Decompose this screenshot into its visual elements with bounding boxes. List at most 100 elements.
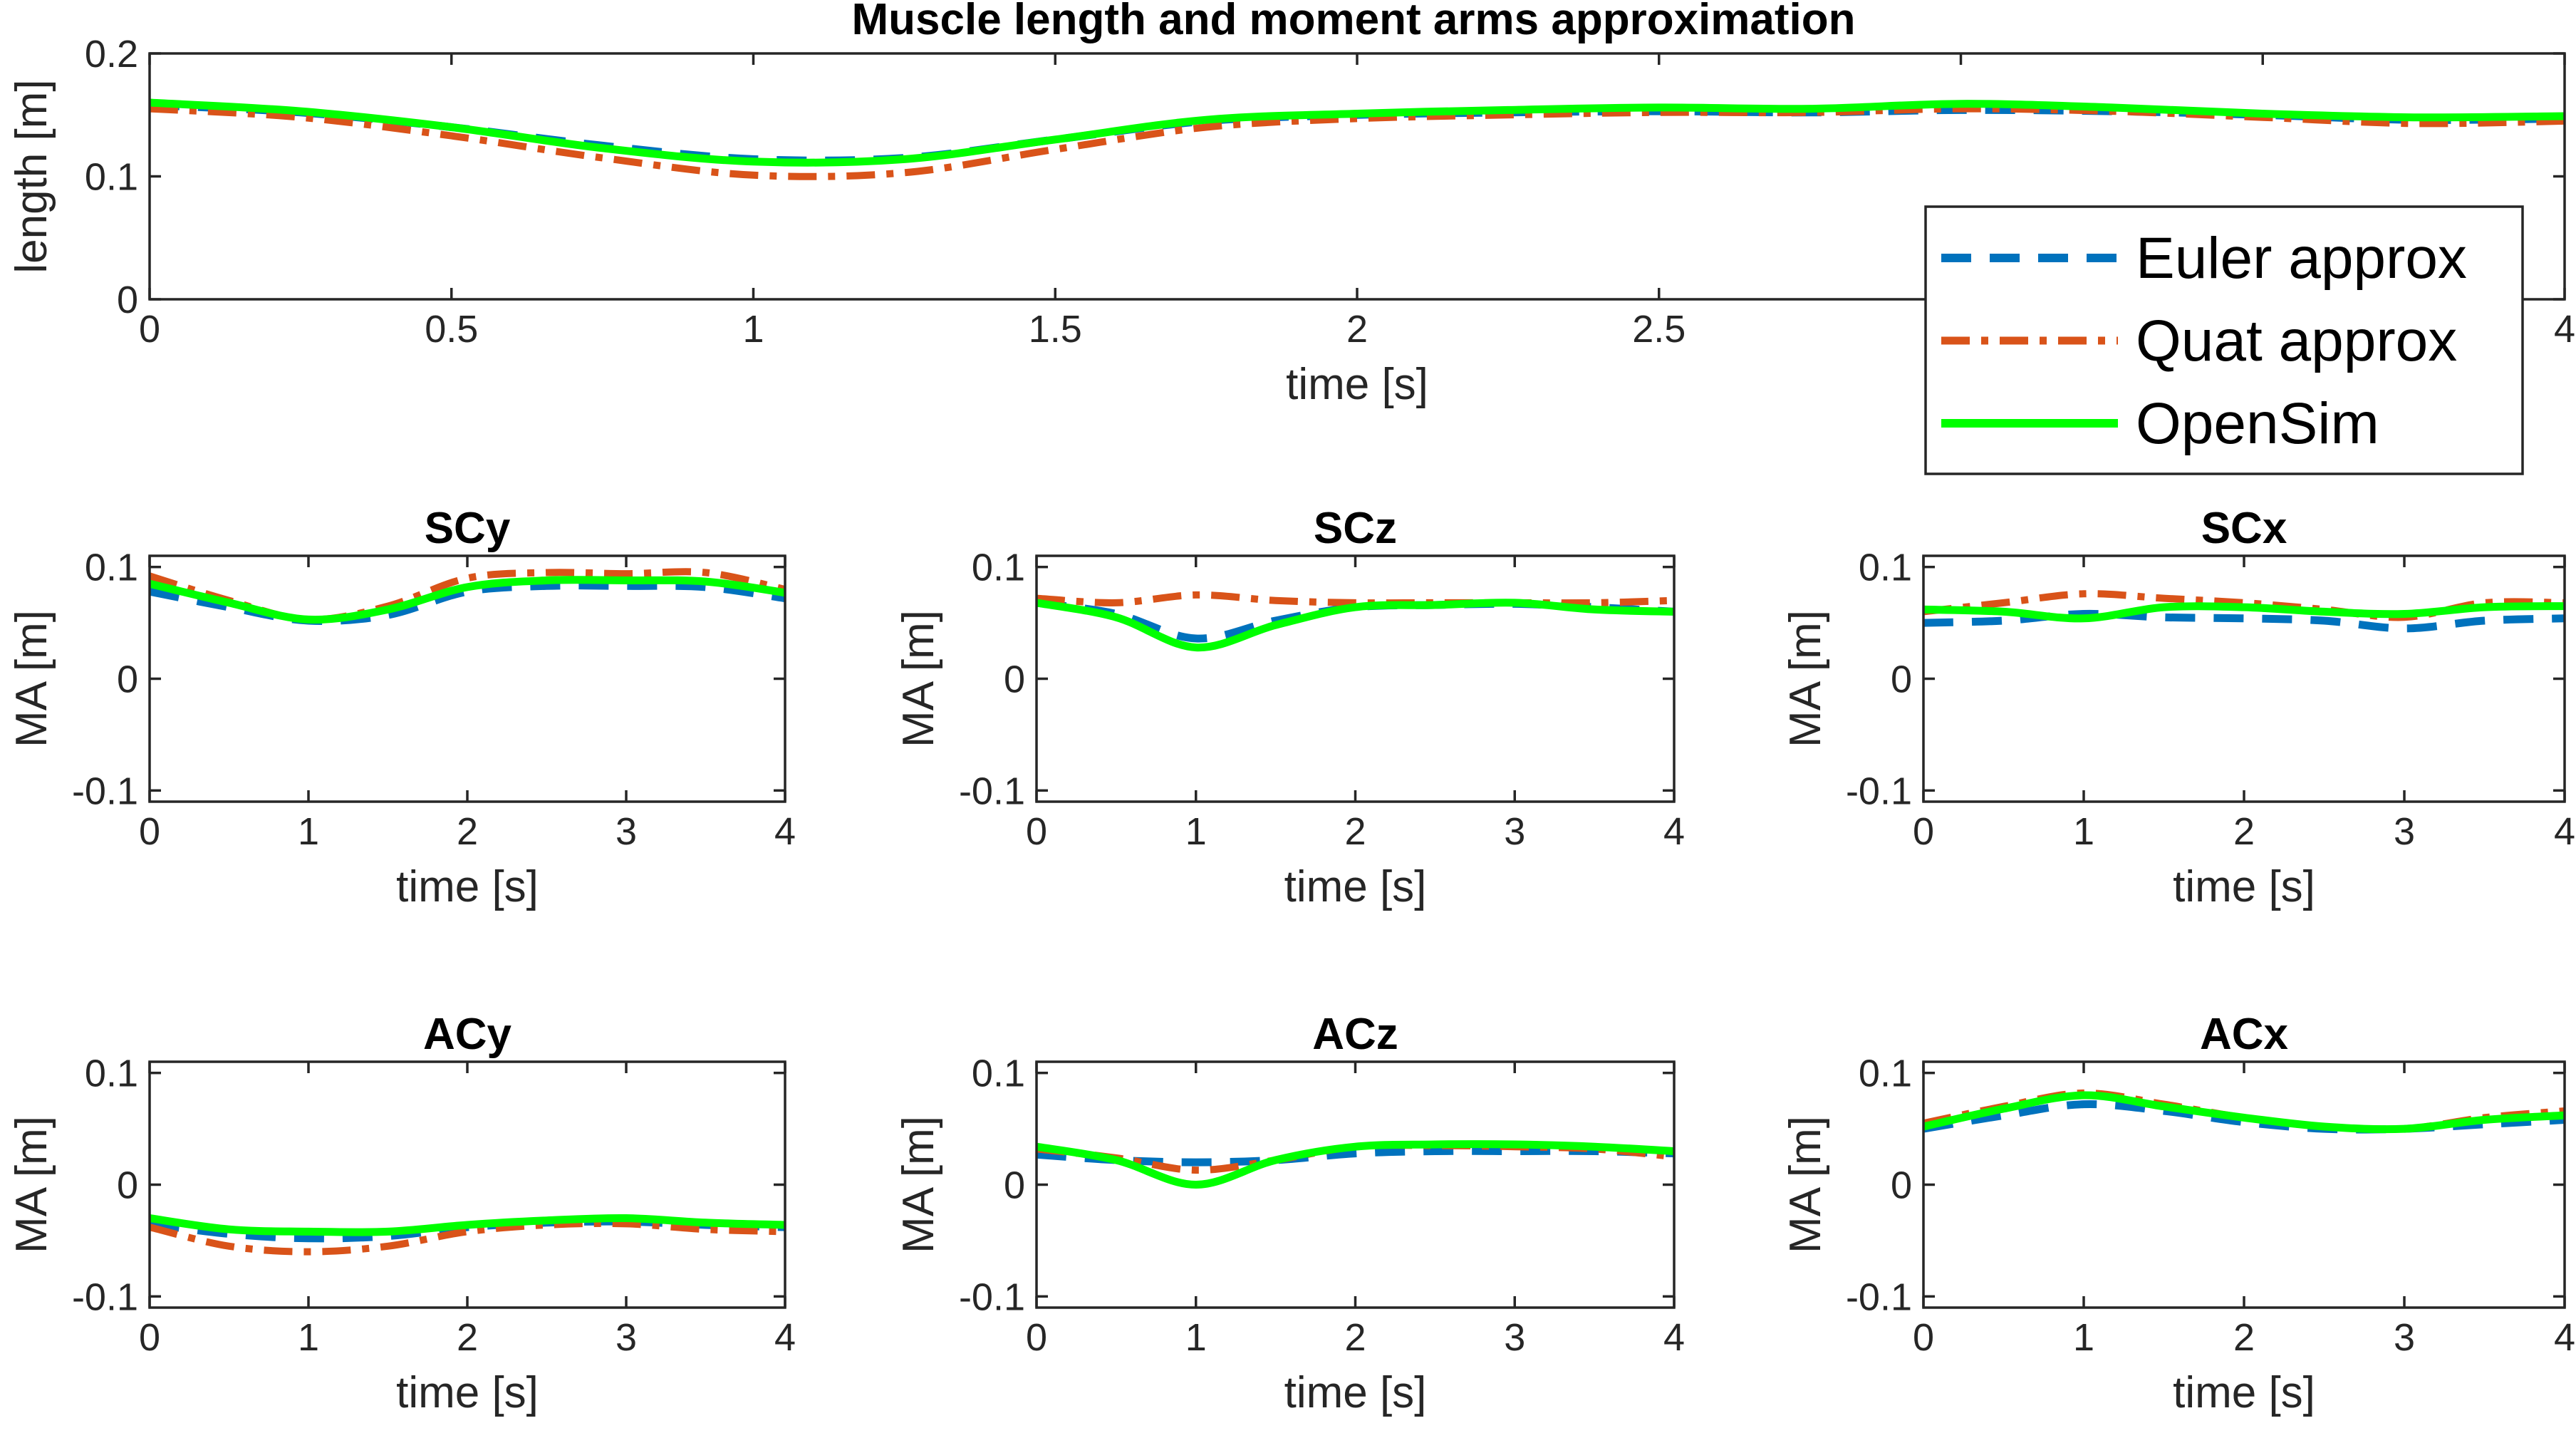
x-tick-label: 1: [2073, 1316, 2094, 1359]
x-tick-label: 4: [1663, 810, 1685, 853]
x-axis-label: time [s]: [396, 862, 539, 911]
x-axis-label: time [s]: [396, 1368, 539, 1417]
series-group: [1923, 590, 2565, 633]
legend-label: Euler approx: [2136, 226, 2467, 291]
series-line-quat-approx: [1037, 591, 1674, 607]
series-line-opensim: [1923, 602, 2565, 623]
series-line-opensim: [1037, 599, 1674, 652]
series-group: [1923, 1089, 2565, 1134]
x-tick-label: 0.5: [425, 308, 478, 351]
x-tick-label: 0: [1913, 1316, 1934, 1359]
x-tick-label: 0: [139, 1316, 160, 1359]
x-tick-label: 3: [2394, 1316, 2415, 1359]
legend-label: Quat approx: [2136, 309, 2457, 373]
x-tick-label: 1: [298, 810, 319, 853]
x-tick-label: 1: [742, 308, 764, 351]
series-group: [1037, 591, 1674, 652]
y-tick-label: 0: [1891, 1164, 1912, 1207]
x-tick-label: 1: [298, 1316, 319, 1359]
y-tick-label: -0.1: [959, 1276, 1025, 1318]
series-group: [150, 1214, 785, 1256]
y-tick-label: -0.1: [72, 1276, 138, 1318]
x-tick-label: 1: [1185, 810, 1207, 853]
x-tick-label: 0: [1026, 1316, 1047, 1359]
subplot-title: ACz: [1312, 1010, 1398, 1059]
x-tick-label: 4: [774, 810, 796, 853]
series-line-opensim: [150, 1214, 785, 1236]
x-axis-label: time [s]: [1284, 862, 1427, 911]
y-tick-label: -0.1: [959, 770, 1025, 812]
x-axis-label: time [s]: [1284, 1368, 1427, 1417]
series-line-euler-approx: [1923, 609, 2565, 633]
y-tick-label: -0.1: [1846, 1276, 1912, 1318]
x-tick-label: 4: [2554, 308, 2575, 351]
x-tick-label: 3: [616, 1316, 637, 1359]
x-tick-label: 3: [1504, 1316, 1525, 1359]
figure-title: Muscle length and moment arms approximat…: [851, 0, 1855, 44]
y-tick-label: 0.1: [85, 156, 138, 199]
series-line-opensim: [150, 576, 785, 624]
y-tick-label: 0.1: [972, 1052, 1025, 1095]
x-tick-label: 1: [2073, 810, 2094, 853]
y-axis-label: MA [m]: [7, 610, 56, 748]
y-tick-label: 0.1: [85, 1052, 138, 1095]
y-axis-label: MA [m]: [1781, 610, 1830, 748]
y-tick-label: 0: [1004, 658, 1025, 701]
x-tick-label: 2: [1344, 810, 1366, 853]
series-line-quat-approx: [150, 568, 785, 624]
y-axis-label: MA [m]: [894, 1116, 943, 1253]
legend-label: OpenSim: [2136, 391, 2379, 456]
y-tick-label: 0: [1004, 1164, 1025, 1207]
y-tick-label: 0.1: [972, 547, 1025, 589]
y-tick-label: 0: [117, 279, 138, 321]
series-group: [150, 98, 2565, 180]
x-tick-label: 2: [2233, 1316, 2255, 1359]
x-tick-label: 1: [1185, 1316, 1207, 1359]
x-tick-label: 4: [774, 1316, 796, 1359]
y-tick-label: 0.1: [1859, 1052, 1912, 1095]
series-group: [150, 568, 785, 626]
y-tick-label: 0.1: [85, 547, 138, 589]
x-tick-label: 0: [1913, 810, 1934, 853]
y-tick-label: 0.2: [85, 33, 138, 76]
subplot-title: SCy: [425, 504, 511, 553]
y-tick-label: 0: [1891, 658, 1912, 701]
x-axis-label: time [s]: [2173, 1368, 2315, 1417]
x-tick-label: 3: [1504, 810, 1525, 853]
subplot-title: ACx: [2200, 1010, 2289, 1059]
x-tick-label: 4: [2554, 810, 2575, 853]
y-tick-label: -0.1: [1846, 770, 1912, 812]
x-tick-label: 3: [616, 810, 637, 853]
x-tick-label: 2: [457, 1316, 478, 1359]
series-line-opensim: [1037, 1140, 1674, 1189]
y-tick-label: 0.1: [1859, 547, 1912, 589]
x-tick-label: 2.5: [1632, 308, 1686, 351]
series-line-opensim: [1923, 1091, 2565, 1134]
x-tick-label: 3: [2394, 810, 2415, 853]
legend: Euler approx Quat approx OpenSim: [1924, 205, 2524, 475]
y-axis-label: MA [m]: [1781, 1116, 1830, 1253]
x-tick-label: 0: [139, 810, 160, 853]
x-tick-label: 0: [1026, 810, 1047, 853]
y-axis-label: MA [m]: [894, 610, 943, 748]
x-axis-label: time [s]: [2173, 862, 2315, 911]
x-tick-label: 4: [1663, 1316, 1685, 1359]
x-tick-label: 2: [1346, 308, 1368, 351]
y-axis-label: length [m]: [7, 79, 56, 273]
subplot-title: ACy: [423, 1010, 512, 1059]
y-tick-label: 0: [117, 1164, 138, 1207]
x-tick-label: 0: [139, 308, 160, 351]
y-axis-label: MA [m]: [7, 1116, 56, 1253]
x-tick-label: 1.5: [1029, 308, 1082, 351]
series-line-opensim: [150, 98, 2565, 167]
x-tick-label: 2: [2233, 810, 2255, 853]
y-tick-label: -0.1: [72, 770, 138, 812]
subplot-title: SCx: [2201, 504, 2287, 553]
